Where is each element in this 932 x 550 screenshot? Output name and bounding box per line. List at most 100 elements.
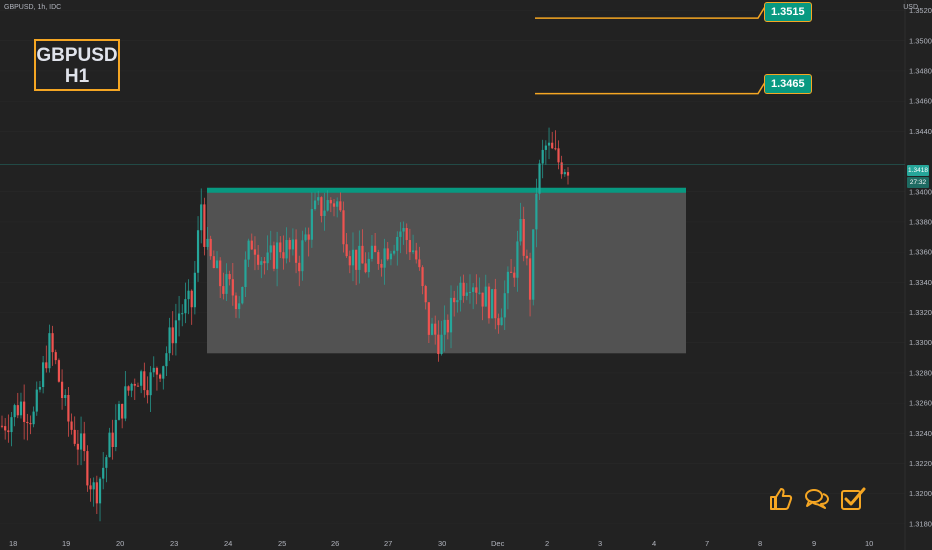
- y-tick-label: 1.3280: [909, 368, 932, 377]
- candle-body: [566, 172, 570, 176]
- candle-body: [10, 417, 13, 433]
- candle-body: [51, 333, 54, 353]
- candle-body: [443, 319, 446, 335]
- candle-body: [408, 240, 411, 253]
- current-price-tag: 1.3418: [907, 165, 929, 176]
- candle-body: [380, 263, 383, 268]
- x-tick-label: 30: [438, 539, 446, 548]
- candle-body: [544, 145, 547, 150]
- candle-body: [86, 451, 89, 486]
- candle-body: [212, 256, 215, 268]
- candle-body: [95, 482, 98, 504]
- candle-body: [181, 313, 184, 315]
- candle-body: [313, 200, 317, 210]
- candle-body: [108, 432, 111, 458]
- candle-body: [98, 478, 102, 504]
- y-tick-label: 1.3440: [909, 127, 932, 136]
- candle-body: [323, 210, 326, 216]
- candle-body: [149, 372, 152, 396]
- comment-icon[interactable]: [804, 486, 830, 512]
- candle-body: [342, 210, 345, 245]
- candle-body: [269, 245, 272, 253]
- candle-body: [351, 249, 355, 266]
- candle-body: [241, 286, 244, 304]
- y-tick-label: 1.3320: [909, 308, 932, 317]
- candle-body: [275, 242, 279, 269]
- price-axis: 1.3520 1.3500 1.3480 1.3460 1.3440 1.3400 1.33…: [909, 6, 932, 528]
- candle-body: [253, 249, 257, 255]
- candle-body: [424, 286, 427, 303]
- candle-body: [427, 302, 430, 335]
- candle-body: [519, 219, 522, 242]
- candle-body: [506, 271, 510, 294]
- y-tick-label: 1.3360: [909, 248, 932, 257]
- candle-body: [494, 289, 497, 319]
- candle-body: [67, 394, 70, 422]
- candle-body: [165, 353, 168, 367]
- thumbs-up-icon[interactable]: [768, 486, 794, 512]
- candle-body: [522, 219, 525, 256]
- candle-body: [13, 405, 16, 418]
- candle-body: [272, 245, 276, 269]
- candle-body: [459, 282, 462, 301]
- candle-body: [532, 229, 535, 300]
- candle-body: [222, 286, 225, 294]
- check-icon[interactable]: [840, 486, 866, 512]
- candle-body: [500, 317, 503, 326]
- candle-series: [0, 127, 570, 522]
- candle-body: [418, 259, 421, 268]
- candle-body: [159, 374, 162, 379]
- candle-body: [282, 252, 285, 259]
- x-tick-label: 18: [9, 539, 17, 548]
- candle-body: [304, 234, 307, 241]
- candle-body: [23, 401, 26, 422]
- candle-body: [402, 228, 405, 232]
- y-tick-label: 1.3180: [909, 519, 932, 528]
- candle-body: [16, 405, 19, 416]
- candle-body: [310, 209, 313, 240]
- candle-body: [563, 172, 566, 175]
- x-tick-label: 25: [278, 539, 286, 548]
- candle-body: [196, 230, 200, 273]
- candle-body: [547, 142, 551, 146]
- candle-body: [105, 457, 108, 468]
- candle-body: [117, 403, 121, 420]
- candle-body: [383, 248, 386, 268]
- candle-body: [367, 258, 370, 273]
- candle-body: [541, 149, 544, 164]
- candle-body: [453, 297, 456, 303]
- x-tick-label: 8: [758, 539, 762, 548]
- candle-body: [411, 250, 415, 253]
- target-line-2: [535, 80, 767, 95]
- candle-body: [35, 389, 38, 412]
- candle-body: [339, 201, 342, 211]
- candle-body: [0, 425, 4, 427]
- candle-body: [361, 245, 364, 264]
- y-tick-label: 1.3200: [909, 489, 932, 498]
- candle-body: [57, 360, 61, 382]
- x-tick-label: 27: [384, 539, 392, 548]
- candle-body: [538, 163, 541, 194]
- candle-body: [136, 385, 140, 387]
- candle-body: [177, 313, 181, 321]
- candle-body: [421, 267, 424, 287]
- y-tick-label: 1.3520: [909, 6, 932, 15]
- candle-body: [193, 272, 196, 308]
- candle-body: [42, 362, 45, 388]
- candle-body: [475, 287, 478, 293]
- candle-body: [231, 279, 234, 296]
- title-symbol: GBPUSD: [36, 45, 118, 66]
- candle-body: [146, 390, 149, 396]
- candle-body: [348, 256, 351, 266]
- y-tick-label: 1.3400: [909, 187, 932, 196]
- candle-body: [484, 286, 487, 307]
- candle-body: [503, 293, 506, 318]
- candle-body: [209, 238, 212, 257]
- candle-body: [440, 334, 443, 355]
- y-tick-label: 1.3480: [909, 66, 932, 75]
- y-tick-label: 1.3380: [909, 217, 932, 226]
- candle-body: [73, 429, 76, 444]
- y-tick-label: 1.3460: [909, 97, 932, 106]
- candle-body: [70, 421, 73, 430]
